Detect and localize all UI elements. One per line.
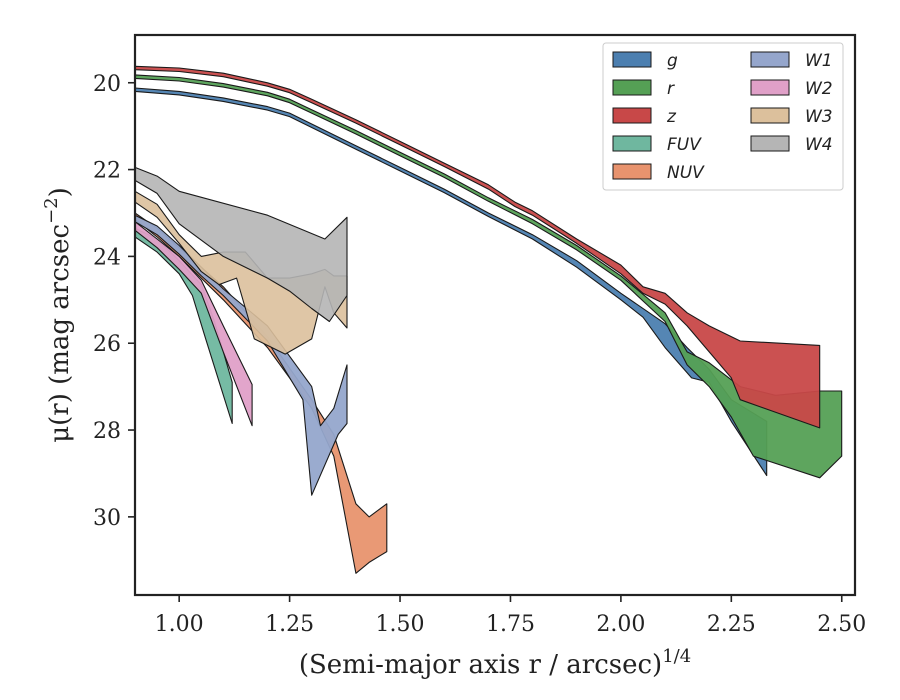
- y-tick-label: 24: [93, 245, 121, 270]
- legend-label-fuv: FUV: [667, 135, 702, 155]
- x-tick-label: 1.50: [376, 612, 425, 637]
- y-tick-label: 20: [93, 72, 121, 97]
- legend-swatch-w3: [750, 107, 790, 124]
- series-band-w4: [134, 166, 348, 323]
- x-tick-label: 2.00: [596, 612, 645, 637]
- y-axis-label: μ(r) (mag arcsec−2): [41, 187, 75, 443]
- x-axis-label: (Semi-major axis r / arcsec)1/4: [299, 646, 691, 680]
- y-axis-ticks: 20 22 24 26 28 30: [93, 72, 135, 531]
- legend-swatch-z: [612, 107, 652, 124]
- x-tick-label: 1.25: [265, 612, 314, 637]
- x-tick-label: 2.50: [817, 612, 866, 637]
- series-band-w2: [134, 221, 253, 427]
- x-tick-label: 1.00: [155, 612, 204, 637]
- legend-label-w1: W1: [805, 51, 833, 71]
- x-axis-ticks: 1.00 1.25 1.50 1.75 2.00 2.25 2.50: [155, 595, 866, 637]
- legend-label-w3: W3: [805, 107, 833, 127]
- x-tick-label: 1.75: [486, 612, 535, 637]
- legend-swatch-w1: [750, 51, 790, 68]
- legend: grz FUV NUV W1 W2 W3 W4: [602, 42, 844, 191]
- legend-label-w4: W4: [805, 135, 833, 155]
- series-band-r: [134, 74, 843, 479]
- y-axis-label-text: μ(r) (mag arcsec: [45, 224, 75, 443]
- legend-swatch-w2: [750, 79, 790, 96]
- legend-items: grz FUV NUV W1 W2 W3 W4: [612, 51, 833, 183]
- y-tick-label: 28: [93, 419, 121, 444]
- legend-swatch-w4: [750, 135, 790, 152]
- y-tick-label: 30: [93, 506, 121, 531]
- plot-frame: [133, 33, 857, 597]
- y-axis-label-exponent: −2: [41, 197, 62, 224]
- legend-label-w2: W2: [805, 79, 833, 99]
- x-axis-label-exponent: 1/4: [662, 646, 691, 667]
- legend-label-r: r: [667, 79, 675, 99]
- legend-swatch-g: [612, 51, 652, 68]
- legend-swatch-r: [612, 79, 652, 96]
- legend-label-nuv: NUV: [667, 163, 705, 183]
- y-axis-label-close: ): [45, 187, 75, 197]
- series-bands: [134, 65, 843, 574]
- legend-label-g: g: [667, 51, 678, 71]
- legend-swatch-fuv: [612, 135, 652, 152]
- legend-label-z: z: [666, 107, 677, 127]
- y-tick-label: 26: [93, 332, 121, 357]
- series-band-z: [134, 65, 821, 429]
- x-tick-label: 2.25: [707, 612, 756, 637]
- y-tick-label: 22: [93, 159, 121, 184]
- x-axis-label-text: (Semi-major axis r / arcsec): [299, 650, 662, 680]
- legend-swatch-nuv: [612, 163, 652, 180]
